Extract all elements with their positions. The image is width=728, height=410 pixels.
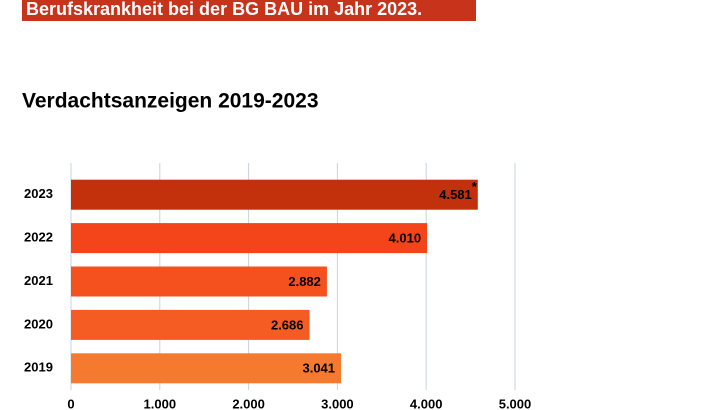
category-label: 2019 xyxy=(24,360,53,375)
x-tick-label: 5.000 xyxy=(499,396,532,410)
category-label: 2022 xyxy=(24,230,53,245)
x-tick-label: 4.000 xyxy=(410,396,443,410)
value-label: 3.041 xyxy=(302,361,335,376)
bar xyxy=(71,179,478,210)
bar xyxy=(71,353,342,384)
x-tick-label: 0 xyxy=(67,396,74,410)
value-label: 2.686 xyxy=(271,317,304,332)
banner: Berufskrankheit bei der BG BAU im Jahr 2… xyxy=(26,0,422,19)
bar xyxy=(71,309,310,340)
chart-title: Verdachtsanzeigen 2019-2023 xyxy=(22,90,319,113)
category-label: 2020 xyxy=(24,316,53,331)
bar xyxy=(71,266,327,297)
x-tick-label: 2.000 xyxy=(232,396,265,410)
banner-bg xyxy=(22,0,476,21)
x-tick-label: 3.000 xyxy=(321,396,354,410)
value-label: 2.882 xyxy=(288,274,321,289)
value-label: 4.581 xyxy=(439,187,472,202)
category-label: 2023 xyxy=(24,186,53,201)
value-label: 4.010 xyxy=(389,231,422,246)
annotation: * xyxy=(472,179,478,194)
bar xyxy=(71,223,428,254)
x-tick-label: 1.000 xyxy=(144,396,177,410)
category-label: 2021 xyxy=(24,273,53,288)
